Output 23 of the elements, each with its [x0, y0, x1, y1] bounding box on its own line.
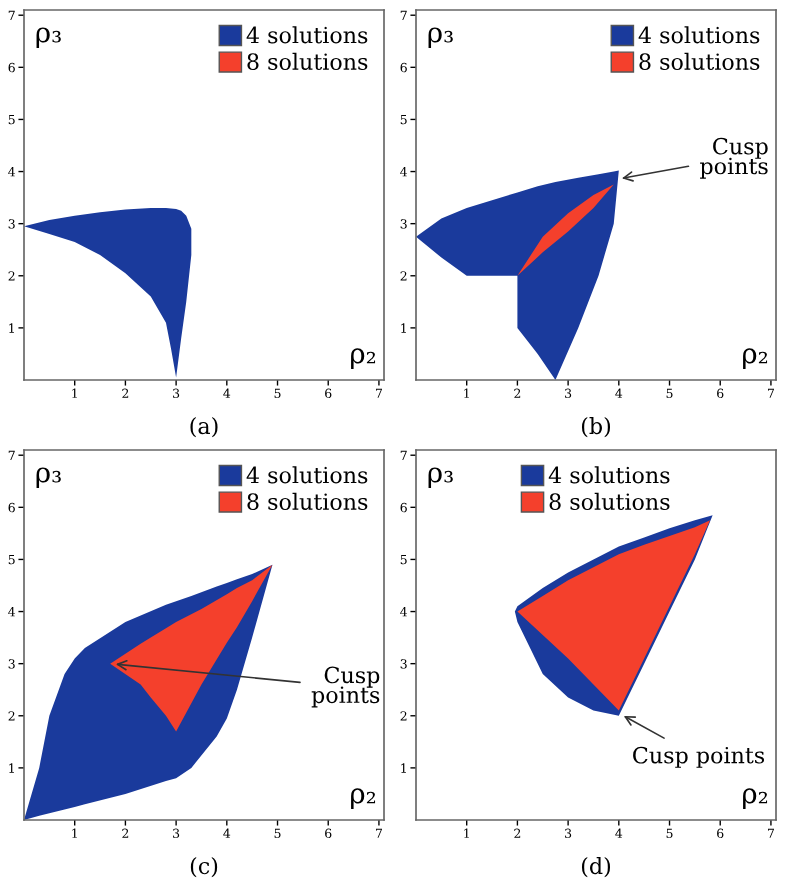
text: (a)	[190, 417, 218, 438]
text: (d)	[581, 857, 611, 878]
legend-label: 8 solutions	[247, 52, 368, 71]
y-axis-title: ρ₃	[428, 27, 453, 48]
y-axis-title: ρ₃	[36, 27, 61, 48]
annotation: Cusp points	[633, 746, 765, 768]
x-axis-title: ρ₂	[351, 788, 376, 809]
legend-label: 4 solutions	[246, 466, 368, 484]
annotation: Cusp points	[700, 137, 768, 179]
x-axis-title: ρ₂	[743, 348, 768, 369]
legend-label: 4 solutions	[638, 26, 760, 44]
annotation: Cusp points	[311, 666, 380, 708]
y-axis-title: ρ₃	[36, 467, 61, 488]
legend-label: 4 solutions	[548, 466, 670, 484]
legend-label: 8 solutions	[549, 492, 670, 511]
x-axis-title: ρ₂	[351, 348, 376, 369]
legend-label: 4 solutions	[246, 26, 368, 44]
y-axis-title: ρ₃	[428, 467, 453, 488]
x-axis-title: ρ₂	[743, 788, 768, 809]
legend-label: 8 solutions	[639, 52, 760, 71]
text: (b)	[581, 417, 611, 438]
text: (c)	[190, 857, 218, 878]
legend-label: 8 solutions	[247, 492, 368, 511]
